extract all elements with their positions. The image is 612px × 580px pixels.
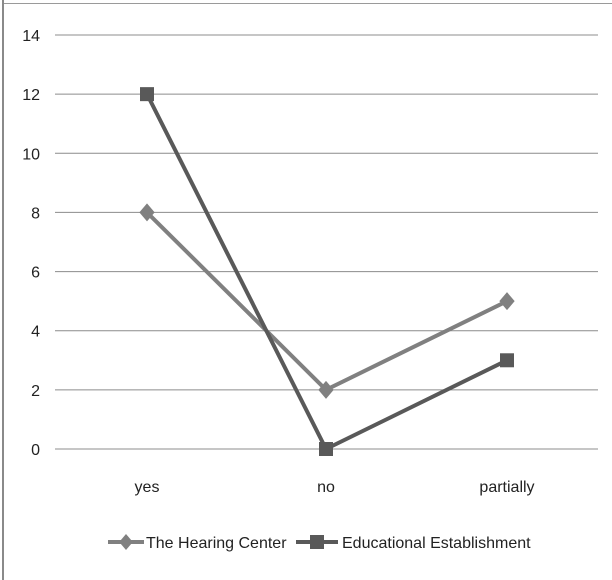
legend: The Hearing Center Educational Establishm…: [108, 534, 531, 552]
educational-establishment-point: [140, 87, 154, 102]
y-tick-label: 0: [31, 442, 40, 459]
x-axis-tick-labels: yes no partially: [135, 479, 535, 496]
y-tick-label: 2: [31, 383, 40, 400]
legend-label-hearing-center: The Hearing Center: [146, 535, 287, 552]
educational-establishment-point: [319, 442, 333, 456]
educational-establishment-point: [500, 353, 514, 368]
frame-left-edge: [2, 0, 4, 580]
y-tick-label: 10: [22, 146, 40, 163]
x-tick-label: no: [317, 479, 335, 496]
x-tick-label: yes: [135, 479, 160, 496]
y-tick-label: 4: [31, 324, 40, 341]
y-tick-label: 6: [31, 265, 40, 282]
legend-label-educational-establishment: Educational Establishment: [342, 535, 531, 552]
y-tick-label: 14: [22, 28, 40, 45]
legend-square-marker: [310, 535, 324, 549]
hearing-center-line: [145, 211, 508, 392]
y-tick-label: 8: [31, 205, 40, 222]
series-markers: [139, 87, 515, 456]
y-axis-tick-labels: 0 2 4 6 8 10 12 14: [22, 28, 40, 459]
hearing-center-point: [318, 380, 334, 399]
frame-top-edge: [4, 3, 612, 4]
hearing-center-point: [139, 203, 155, 222]
hearing-center-point: [499, 292, 515, 311]
legend-diamond-marker: [119, 534, 133, 550]
x-tick-label: partially: [479, 479, 534, 496]
y-tick-label: 12: [22, 87, 40, 104]
